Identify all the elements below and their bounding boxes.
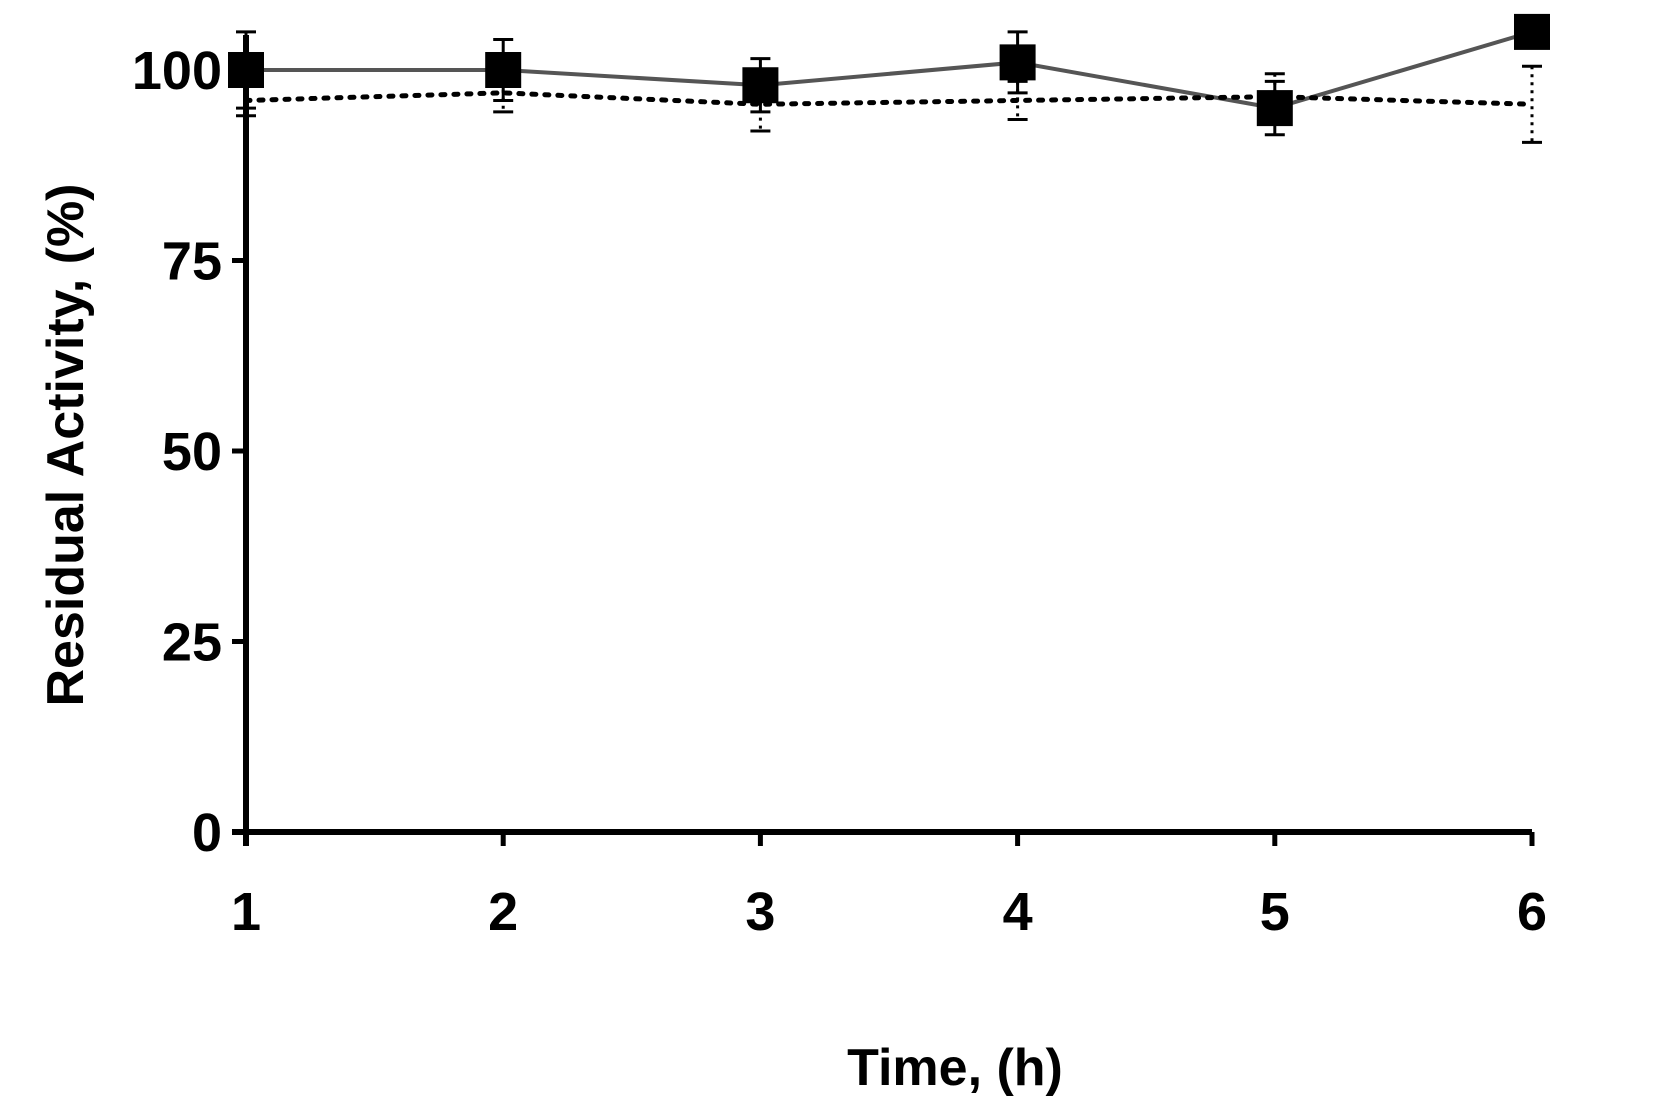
axes	[232, 35, 1535, 846]
series-line	[246, 29, 1533, 111]
x-tick-label: 1	[231, 882, 261, 942]
data-point	[1514, 13, 1550, 50]
x-tick-label: 3	[745, 882, 775, 942]
plot-area	[228, 13, 1550, 144]
y-tick-label: 0	[192, 803, 222, 863]
x-tick-label: 5	[1260, 882, 1290, 942]
series-line	[243, 90, 1535, 107]
y-tick-label: 100	[132, 41, 222, 101]
data-point	[742, 67, 779, 104]
y-tick-label: 50	[162, 422, 222, 482]
tick-labels: 0 25 50 75 100 1 2 3 4 5 6	[132, 41, 1547, 942]
y-tick-label: 25	[162, 613, 222, 673]
series-2	[236, 64, 1542, 144]
x-axis-title: Time, (h)	[847, 1039, 1063, 1097]
series-1	[228, 13, 1550, 137]
x-tick-label: 2	[488, 882, 518, 942]
x-tick-label: 6	[1517, 882, 1547, 942]
x-tick-label: 4	[1003, 882, 1033, 942]
y-axis-title: Residual Activity, (%)	[37, 184, 95, 707]
y-tick-label: 75	[162, 232, 222, 292]
data-point	[999, 44, 1036, 81]
